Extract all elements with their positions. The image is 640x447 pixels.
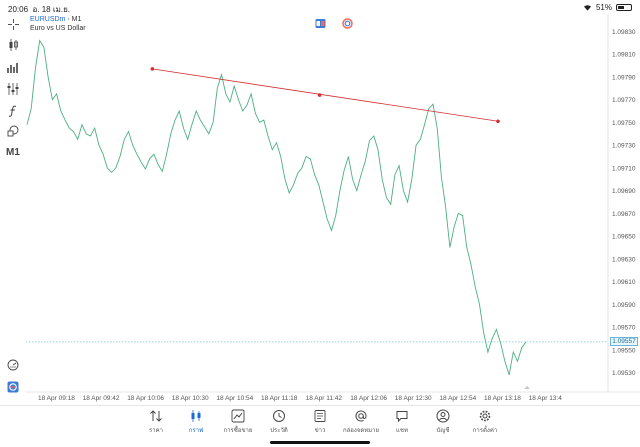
x-tick-label: 18 Apr 09:42 (83, 395, 120, 402)
symbol-separator: › (67, 16, 70, 23)
y-tick-label: 1.09750 (612, 120, 636, 127)
y-tick-label: 1.09730 (612, 143, 636, 150)
x-tick-label: 18 Apr 13:18 (484, 395, 521, 402)
indicators-icon[interactable] (6, 82, 20, 96)
tab-history[interactable]: ประวัติ (259, 409, 299, 435)
tab-mailbox[interactable]: กล่องจดหมาย (341, 409, 381, 435)
tab-chart[interactable]: กราฟ (176, 409, 216, 435)
tab-chat[interactable]: แชท (382, 409, 422, 435)
battery-percent: 51% (595, 3, 612, 12)
trendline-handle[interactable] (317, 93, 322, 97)
tab-label: ประวัติ (270, 428, 288, 434)
y-tick-label: 1.09690 (612, 188, 636, 195)
news-icon (314, 410, 326, 422)
y-tick-label: 1.09610 (612, 279, 636, 286)
x-tick-label: 18 Apr 12:30 (395, 395, 432, 402)
tab-label: กล่องจดหมาย (342, 428, 380, 434)
x-tick-label: 18 Apr 10:30 (172, 395, 209, 402)
x-tick-label: 18 Apr 10:54 (216, 395, 253, 402)
tab-label: แชท (396, 428, 408, 434)
tab-label: ราคา (149, 428, 163, 434)
y-tick-label: 1.09830 (612, 29, 636, 36)
status-bar: 20:06 อ. 18 เม.ย. 51% (0, 0, 640, 14)
tab-label: การซื้อขาย (223, 428, 253, 434)
tab-label: การตั้งค่า (472, 428, 498, 434)
gear-icon (479, 410, 491, 422)
candlestick-icon[interactable] (6, 38, 20, 52)
y-tick-label: 1.09670 (612, 211, 636, 218)
tab-label: กราฟ (188, 428, 204, 434)
account-icon (436, 409, 450, 423)
trade-chart-icon (231, 409, 245, 423)
symbol-description: Euro vs US Dollar (30, 25, 86, 32)
y-tick-label: 1.09770 (612, 97, 636, 104)
chart-header: EURUSDm › M1 Euro vs US Dollar (30, 15, 86, 33)
price-line (26, 39, 527, 376)
tab-quotes[interactable]: ราคา (136, 409, 176, 435)
y-tick-label: 1.09630 (612, 256, 636, 263)
y-tick-label: 1.09530 (612, 370, 636, 377)
trade-gauge-icon[interactable] (6, 358, 20, 372)
x-tick-label: 18 Apr 09:18 (38, 395, 75, 402)
x-tick-label: 18 Apr 11:42 (306, 395, 343, 402)
trendline-handle[interactable] (496, 119, 500, 124)
status-time: 20:06 อ. 18 เม.ย. (8, 5, 70, 14)
x-tick-label: 18 Apr 10:06 (127, 395, 164, 402)
y-tick-label: 1.09790 (612, 74, 636, 81)
price-chart[interactable]: 1.09830 1.09810 1.09790 1.09770 1.09750 1.097… (0, 0, 640, 405)
chat-icon (396, 411, 408, 423)
broker-logo-icon[interactable] (6, 380, 20, 394)
tab-trade[interactable]: การซื้อขาย (218, 409, 258, 435)
x-tick-label: 18 Apr 11:18 (261, 395, 298, 402)
trendline[interactable] (152, 68, 499, 122)
one-click-trading-icon[interactable] (315, 18, 326, 29)
y-tick-label: 1.09590 (612, 302, 636, 309)
chart-header-icons (315, 18, 353, 29)
tab-label: ข่าว (314, 428, 326, 434)
x-tick-label: 18 Apr 12:54 (439, 395, 476, 402)
y-tick-label: 1.09810 (612, 52, 636, 59)
header-timeframe: M1 (71, 16, 82, 23)
chart-bars-icon (191, 410, 201, 422)
wifi-icon (583, 5, 591, 11)
x-tick-label: 18 Apr 12:06 (350, 395, 387, 402)
timeframe-button[interactable]: M1 (6, 146, 20, 158)
symbol-name[interactable]: EURUSDm (30, 16, 66, 23)
history-icon (273, 410, 285, 422)
function-icon[interactable] (6, 104, 20, 118)
home-indicator (270, 441, 370, 444)
y-tick-label: 1.09710 (612, 165, 636, 172)
bar-chart-icon[interactable] (6, 60, 20, 74)
tab-label: บัญชี (436, 428, 450, 434)
market-depth-icon[interactable] (342, 18, 353, 29)
shapes-icon[interactable] (6, 124, 20, 138)
scroll-marker-icon[interactable] (524, 386, 530, 389)
bottom-tab-bar: ราคา กราฟ การซื้อขาย ประวัติ ข่าว กล่องจ… (0, 405, 640, 447)
tab-news[interactable]: ข่าว (300, 409, 340, 435)
x-tick-label: 18 Apr 13:4 (529, 395, 563, 402)
crosshair-icon[interactable] (6, 17, 20, 31)
tab-settings[interactable]: การตั้งค่า (465, 409, 505, 435)
at-sign-icon (355, 410, 367, 422)
y-tick-label: 1.09650 (612, 234, 636, 241)
arrows-updown-icon (150, 410, 162, 422)
tab-account[interactable]: บัญชี (423, 409, 463, 435)
battery-icon (616, 4, 632, 11)
chart-toolbar: M1 (0, 14, 26, 393)
y-tick-label: 1.09550 (612, 347, 636, 354)
trendline-handle[interactable] (150, 67, 155, 71)
y-tick-label: 1.09570 (612, 325, 636, 332)
status-right: 51% (583, 3, 632, 12)
current-price-label: 1.09557 (610, 337, 638, 346)
